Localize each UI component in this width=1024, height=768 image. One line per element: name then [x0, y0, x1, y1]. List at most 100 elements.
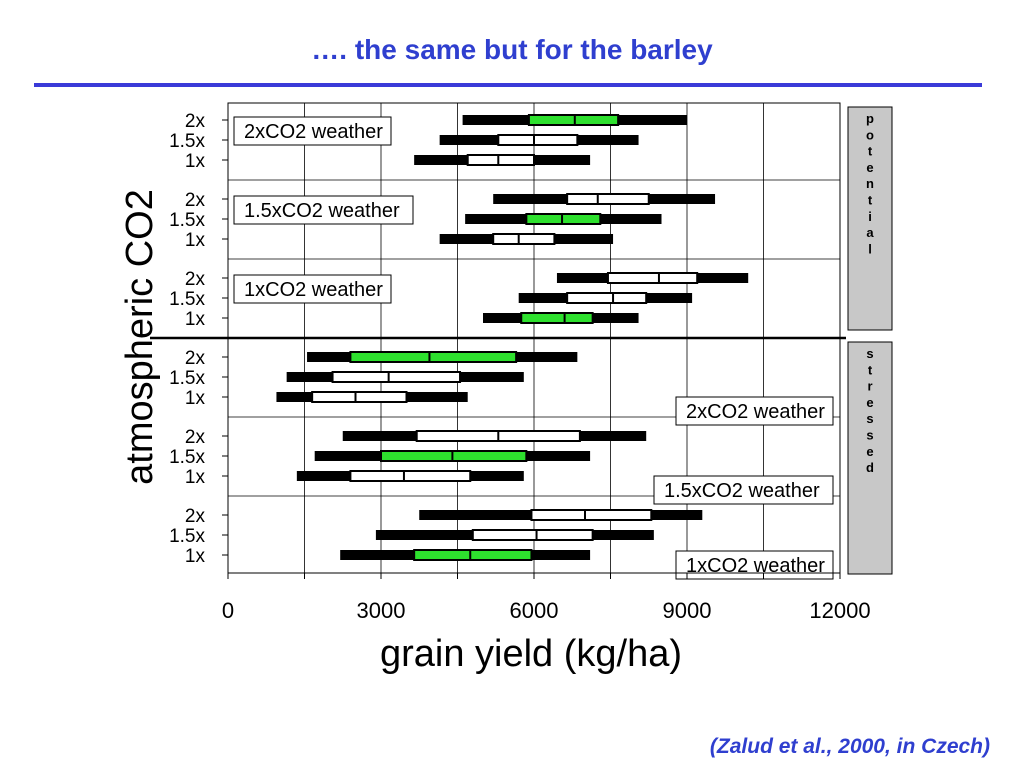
slide-title: …. the same but for the barley: [311, 34, 713, 65]
box-row: [340, 549, 591, 561]
co2-tick-label: 1x: [185, 230, 206, 251]
weather-label-text: 2xCO2 weather: [686, 401, 825, 423]
box-row: [439, 134, 639, 146]
iqr-box: [413, 549, 533, 561]
co2-tick-labels: 2x1.5x1x2x1.5x1x2x1.5x1x2x1.5x1x2x1.5x1x…: [169, 111, 228, 567]
citation: (Zalud et al., 2000, in Czech): [709, 735, 990, 758]
side-panel-letter: s: [866, 346, 873, 361]
side-panel-letter: r: [867, 379, 872, 394]
side-panel-letter: s: [866, 428, 873, 443]
co2-tick-label: 2x: [185, 427, 206, 448]
box-row: [493, 193, 716, 205]
box-row: [483, 312, 639, 324]
co2-tick-label: 1x: [185, 546, 206, 567]
weather-group-label: 2xCO2 weather: [675, 396, 834, 426]
iqr-box: [331, 371, 462, 383]
co2-tick-label: 2x: [185, 506, 206, 527]
weather-group-label: 1xCO2 weather: [233, 274, 392, 304]
x-axis: 0 3000 6000 9000 12000: [222, 572, 871, 623]
label-box: [233, 195, 414, 225]
co2-tick-label: 1.5x: [169, 210, 205, 231]
weather-group-label: 1.5xCO2 weather: [653, 475, 834, 505]
box-row: [286, 371, 524, 383]
iqr-box: [471, 529, 594, 541]
weather-group-label: 1xCO2 weather: [675, 550, 834, 580]
weather-label-text: 1xCO2 weather: [686, 555, 825, 577]
x-tick-label: 0: [222, 598, 234, 623]
co2-tick-label: 1.5x: [169, 526, 205, 547]
box-row: [518, 292, 693, 304]
iqr-box: [466, 154, 536, 166]
side-panel-letter: e: [866, 160, 873, 175]
iqr-box: [497, 134, 579, 146]
iqr-box: [530, 509, 653, 521]
label-box: [675, 396, 834, 426]
x-tick-label: 9000: [663, 598, 712, 623]
side-panel-letter: e: [866, 395, 873, 410]
title-divider: [34, 83, 982, 87]
co2-tick-label: 2x: [185, 111, 206, 132]
iqr-box: [520, 312, 594, 324]
iqr-box: [527, 114, 620, 126]
iqr-box: [606, 272, 699, 284]
side-panel-letter: d: [866, 460, 874, 475]
co2-tick-label: 1.5x: [169, 131, 205, 152]
co2-tick-label: 1x: [185, 151, 206, 172]
x-tick-label: 3000: [357, 598, 406, 623]
side-panels: p o t e n t i a ls t r e s s e d: [847, 106, 893, 575]
co2-tick-label: 2x: [185, 348, 206, 369]
weather-label-text: 1xCO2 weather: [244, 279, 383, 301]
weather-group-label: 2xCO2 weather: [233, 116, 392, 146]
box-row: [414, 154, 591, 166]
side-panel-letter: t: [868, 362, 873, 377]
co2-tick-label: 2x: [185, 190, 206, 211]
iqr-box: [311, 391, 408, 403]
side-panel-letter: n: [866, 176, 874, 191]
co2-tick-label: 1x: [185, 467, 206, 488]
co2-tick-label: 1x: [185, 388, 206, 409]
iqr-box: [349, 470, 472, 482]
side-panel-letter: o: [866, 127, 874, 142]
side-panel-box: [847, 341, 893, 575]
label-box: [233, 116, 392, 146]
box-row: [342, 430, 647, 442]
weather-group-label: 1.5xCO2 weather: [233, 195, 414, 225]
co2-tick-label: 1x: [185, 309, 206, 330]
iqr-box: [566, 292, 648, 304]
weather-group-labels: 2xCO2 weather 1.5xCO2 weather 1xCO2 weathe…: [233, 116, 834, 580]
co2-tick-label: 1.5x: [169, 368, 205, 389]
side-panel-letter: e: [866, 444, 873, 459]
side-panel-letter: a: [866, 225, 874, 240]
side-panel-letter: l: [868, 241, 872, 256]
box-row: [462, 114, 687, 126]
side-panel-letter: t: [868, 193, 873, 208]
weather-label-text: 2xCO2 weather: [244, 121, 383, 143]
iqr-box: [566, 193, 650, 205]
x-tick-label: 6000: [510, 598, 559, 623]
box-row: [439, 233, 614, 245]
side-panel-letter: t: [868, 144, 873, 159]
label-box: [675, 550, 834, 580]
label-box: [653, 475, 834, 505]
x-tick-label: 12000: [809, 598, 870, 623]
side-panel-letter: s: [866, 411, 873, 426]
iqr-box: [380, 450, 528, 462]
side-panel-box: [847, 106, 893, 331]
x-axis-title: grain yield (kg/ha): [380, 633, 682, 675]
label-box: [233, 274, 392, 304]
box-row: [465, 213, 662, 225]
box-row: [375, 529, 654, 541]
iqr-box: [492, 233, 556, 245]
iqr-box: [349, 351, 518, 363]
weather-label-text: 1.5xCO2 weather: [664, 480, 820, 502]
box-rows: [276, 114, 749, 561]
box-row: [276, 391, 468, 403]
box-row: [296, 470, 524, 482]
weather-label-text: 1.5xCO2 weather: [244, 200, 400, 222]
box-row: [556, 272, 749, 284]
box-row: [419, 509, 703, 521]
